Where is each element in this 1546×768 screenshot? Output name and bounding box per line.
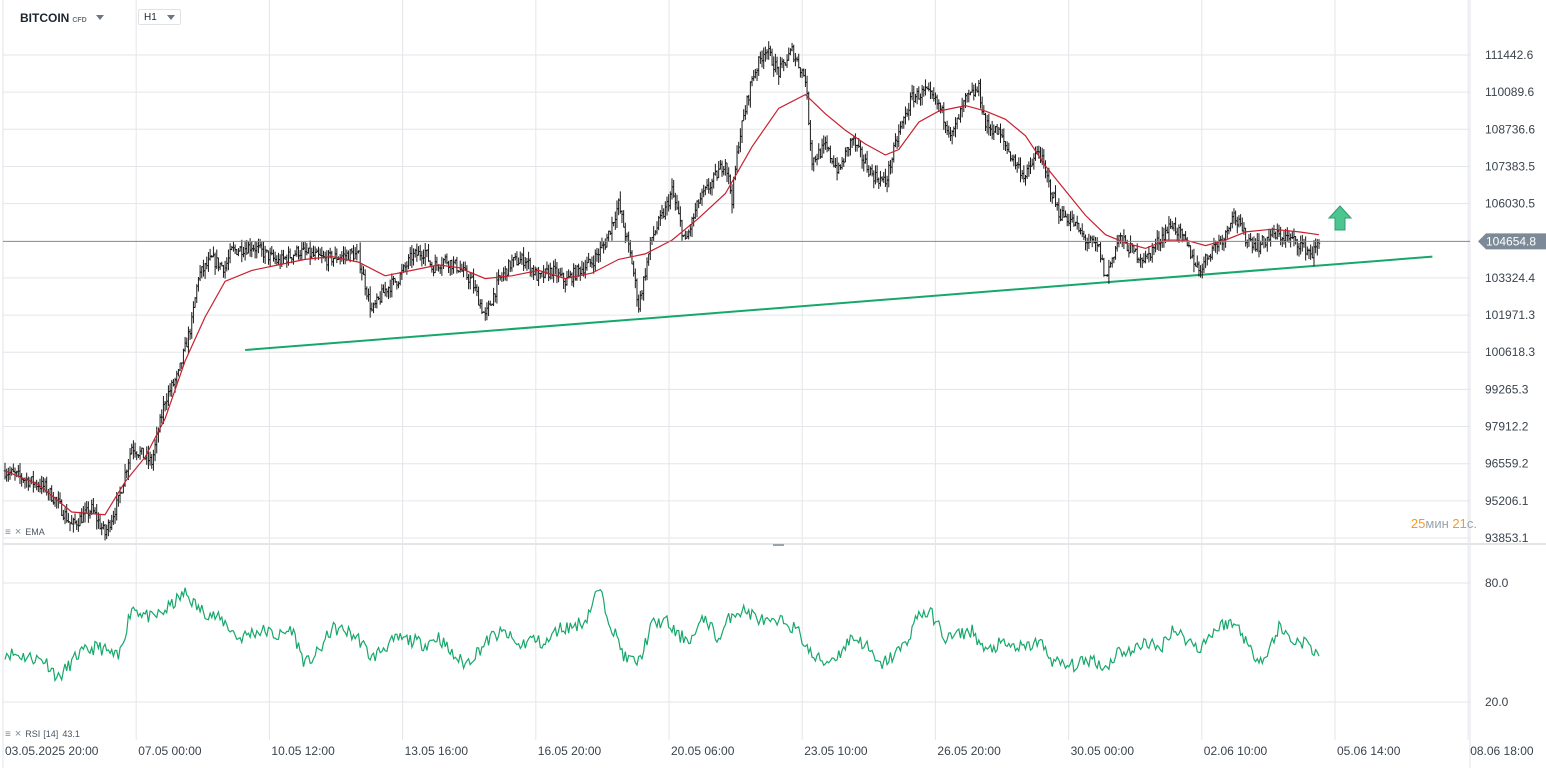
timer-seconds: 21 — [1452, 516, 1467, 531]
price-tick-label: 99265.3 — [1485, 382, 1529, 396]
up-arrow-shape — [1327, 205, 1353, 231]
up-arrow-icon — [1327, 205, 1353, 231]
time-tick-label: 13.05 16:00 — [405, 744, 469, 758]
ema-series — [4, 93, 1320, 516]
time-tick-label: 26.05 20:00 — [937, 744, 1001, 758]
current-price-tag — [1478, 233, 1546, 250]
rsi-line — [4, 587, 1320, 683]
price-tick-label: 108736.6 — [1485, 122, 1535, 136]
trendline — [245, 255, 1433, 351]
chevron-down-icon — [95, 15, 104, 20]
timer-seconds-unit: с. — [1466, 516, 1477, 531]
timer-minutes-unit: мин — [1425, 516, 1449, 531]
rsi-indicator-label[interactable]: ≡ × RSI [14] 43.1 — [5, 727, 80, 740]
time-tick-label: 23.05 10:00 — [804, 744, 868, 758]
rsi-tick-label: 80.0 — [1485, 576, 1509, 590]
time-axis-labels: 03.05.2025 20:00 07.05 00:00 10.05 12:00 13… — [5, 744, 1534, 758]
close-icon[interactable]: × — [14, 525, 22, 538]
close-icon[interactable]: × — [14, 727, 22, 740]
time-tick-label: 30.05 00:00 — [1071, 744, 1135, 758]
candlestick-series — [3, 41, 1321, 541]
current-price-label: 104654.8 — [1486, 234, 1536, 248]
rsi-series — [4, 587, 1320, 683]
rsi-tick-label: 20.0 — [1485, 695, 1509, 709]
time-tick-label: 03.05.2025 20:00 — [5, 744, 99, 758]
chart-toolbar: BITCOIN CFD H1 — [0, 0, 1470, 36]
price-tick-label: 101971.3 — [1485, 308, 1535, 322]
time-tick-label: 20.05 06:00 — [671, 744, 735, 758]
symbol-selector[interactable]: BITCOIN CFD — [20, 11, 104, 25]
menu-icon: ≡ — [5, 728, 11, 740]
price-axis-labels: 111442.6 110089.6 108736.6 107383.5 106030.5… — [1485, 48, 1535, 709]
timeframe-select[interactable]: H1 — [138, 9, 181, 25]
timeframe-value: H1 — [144, 12, 157, 23]
ema-label: EMA — [25, 527, 45, 537]
time-tick-label: 16.05 20:00 — [538, 744, 602, 758]
price-tick-label: 93853.1 — [1485, 531, 1529, 545]
candle-countdown-timer: 25мин 21с. — [1411, 516, 1477, 531]
menu-icon: ≡ — [5, 526, 11, 538]
time-tick-label: 05.06 14:00 — [1337, 744, 1401, 758]
price-tick-label: 111442.6 — [1485, 48, 1534, 62]
price-tick-label: 97912.2 — [1485, 420, 1529, 434]
time-tick-label: 10.05 12:00 — [271, 744, 335, 758]
time-tick-label: 08.06 18:00 — [1470, 744, 1534, 758]
rsi-label: RSI — [25, 729, 41, 739]
current-price-line: 104654.8 — [3, 233, 1546, 250]
ema-indicator-label[interactable]: ≡ × EMA — [5, 525, 45, 538]
price-tick-label: 95206.1 — [1485, 494, 1529, 508]
rsi-period: [14] — [43, 729, 59, 739]
price-tick-label: 96559.2 — [1485, 457, 1529, 471]
pane-splitter-handle[interactable] — [773, 544, 784, 546]
price-tick-label: 100618.3 — [1485, 345, 1535, 359]
ema-line — [4, 93, 1320, 516]
price-tick-label: 103324.4 — [1485, 271, 1535, 285]
rsi-value: 43.1 — [62, 729, 80, 739]
timer-minutes: 25 — [1410, 516, 1426, 531]
time-tick-label: 02.06 10:00 — [1204, 744, 1268, 758]
support-trendline — [245, 255, 1433, 351]
symbol-suffix: CFD — [72, 17, 87, 24]
symbol-name: BITCOIN — [20, 11, 70, 25]
price-tick-label: 110089.6 — [1485, 85, 1534, 99]
time-tick-label: 07.05 00:00 — [138, 744, 202, 758]
chevron-down-icon — [167, 15, 175, 20]
price-tick-label: 107383.5 — [1485, 159, 1535, 173]
price-tick-label: 106030.5 — [1485, 197, 1535, 211]
